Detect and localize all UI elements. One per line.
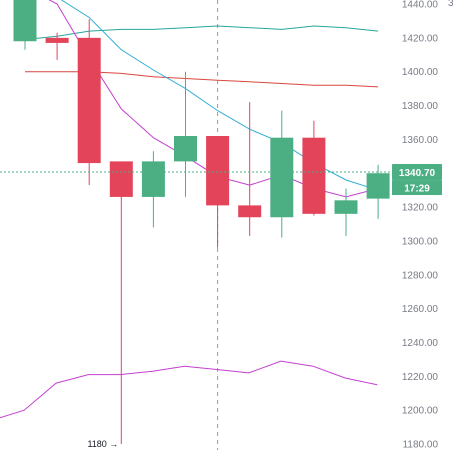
- countdown-tag: [392, 180, 442, 196]
- y-tick-label: 1320.00: [402, 203, 439, 214]
- candle[interactable]: [77, 19, 101, 186]
- candle[interactable]: [141, 151, 165, 228]
- price-axis[interactable]: 1440.00 1420.00 1400.00 1380.00 1360.00 1340.…: [402, 0, 454, 450]
- candle[interactable]: [109, 161, 133, 444]
- candle[interactable]: [45, 32, 69, 60]
- y-tick-label: 1280.00: [402, 270, 439, 281]
- y-tick-label: 1380.00: [402, 101, 439, 112]
- ma-line-green: [24, 25, 379, 40]
- candles[interactable]: [13, 0, 390, 444]
- low-price-marker: 1180 →: [87, 439, 118, 449]
- candle-body: [334, 200, 358, 214]
- y-tick-label: 1360.00: [402, 135, 439, 146]
- candle-body: [109, 161, 133, 197]
- candle-body: [270, 137, 294, 218]
- candle[interactable]: [270, 110, 294, 238]
- candle-body: [206, 136, 230, 206]
- candle[interactable]: [174, 71, 197, 197]
- y-tick-label: 1180.00: [403, 440, 439, 450]
- candle-body: [174, 136, 197, 162]
- y-tick-label: 1260.00: [402, 304, 439, 315]
- y-tick-label: 1440.00: [402, 0, 439, 11]
- y-tick-label: 1420.00: [402, 33, 439, 44]
- y-tick-label: 1240.00: [402, 338, 439, 349]
- oscillator-line: [0, 360, 378, 419]
- y-tick-label: 1300.00: [402, 236, 439, 247]
- current-price-value: 1340.70: [399, 168, 436, 179]
- candle-body: [238, 205, 262, 218]
- axis-fragment-label: 3: [448, 0, 454, 9]
- price-tags: 1340.70 17:29: [392, 164, 442, 196]
- candle[interactable]: [334, 188, 358, 236]
- candle[interactable]: [302, 120, 326, 216]
- y-tick-label: 1400.00: [402, 67, 439, 78]
- low-marker: 1180 →: [87, 439, 118, 449]
- candle[interactable]: [206, 136, 230, 248]
- candle[interactable]: [13, 0, 37, 50]
- candle-body: [13, 0, 37, 42]
- countdown-value: 17:29: [404, 184, 430, 195]
- candle[interactable]: [366, 164, 390, 219]
- candle-body: [45, 37, 69, 43]
- y-tick-label: 1220.00: [402, 372, 439, 383]
- candle-body: [366, 173, 390, 199]
- candle[interactable]: [238, 102, 262, 236]
- candle-body: [302, 137, 326, 214]
- candle-body: [141, 161, 165, 197]
- y-tick-label: 1200.00: [402, 406, 439, 417]
- current-price-tag: [392, 164, 442, 181]
- candle-body: [77, 37, 101, 164]
